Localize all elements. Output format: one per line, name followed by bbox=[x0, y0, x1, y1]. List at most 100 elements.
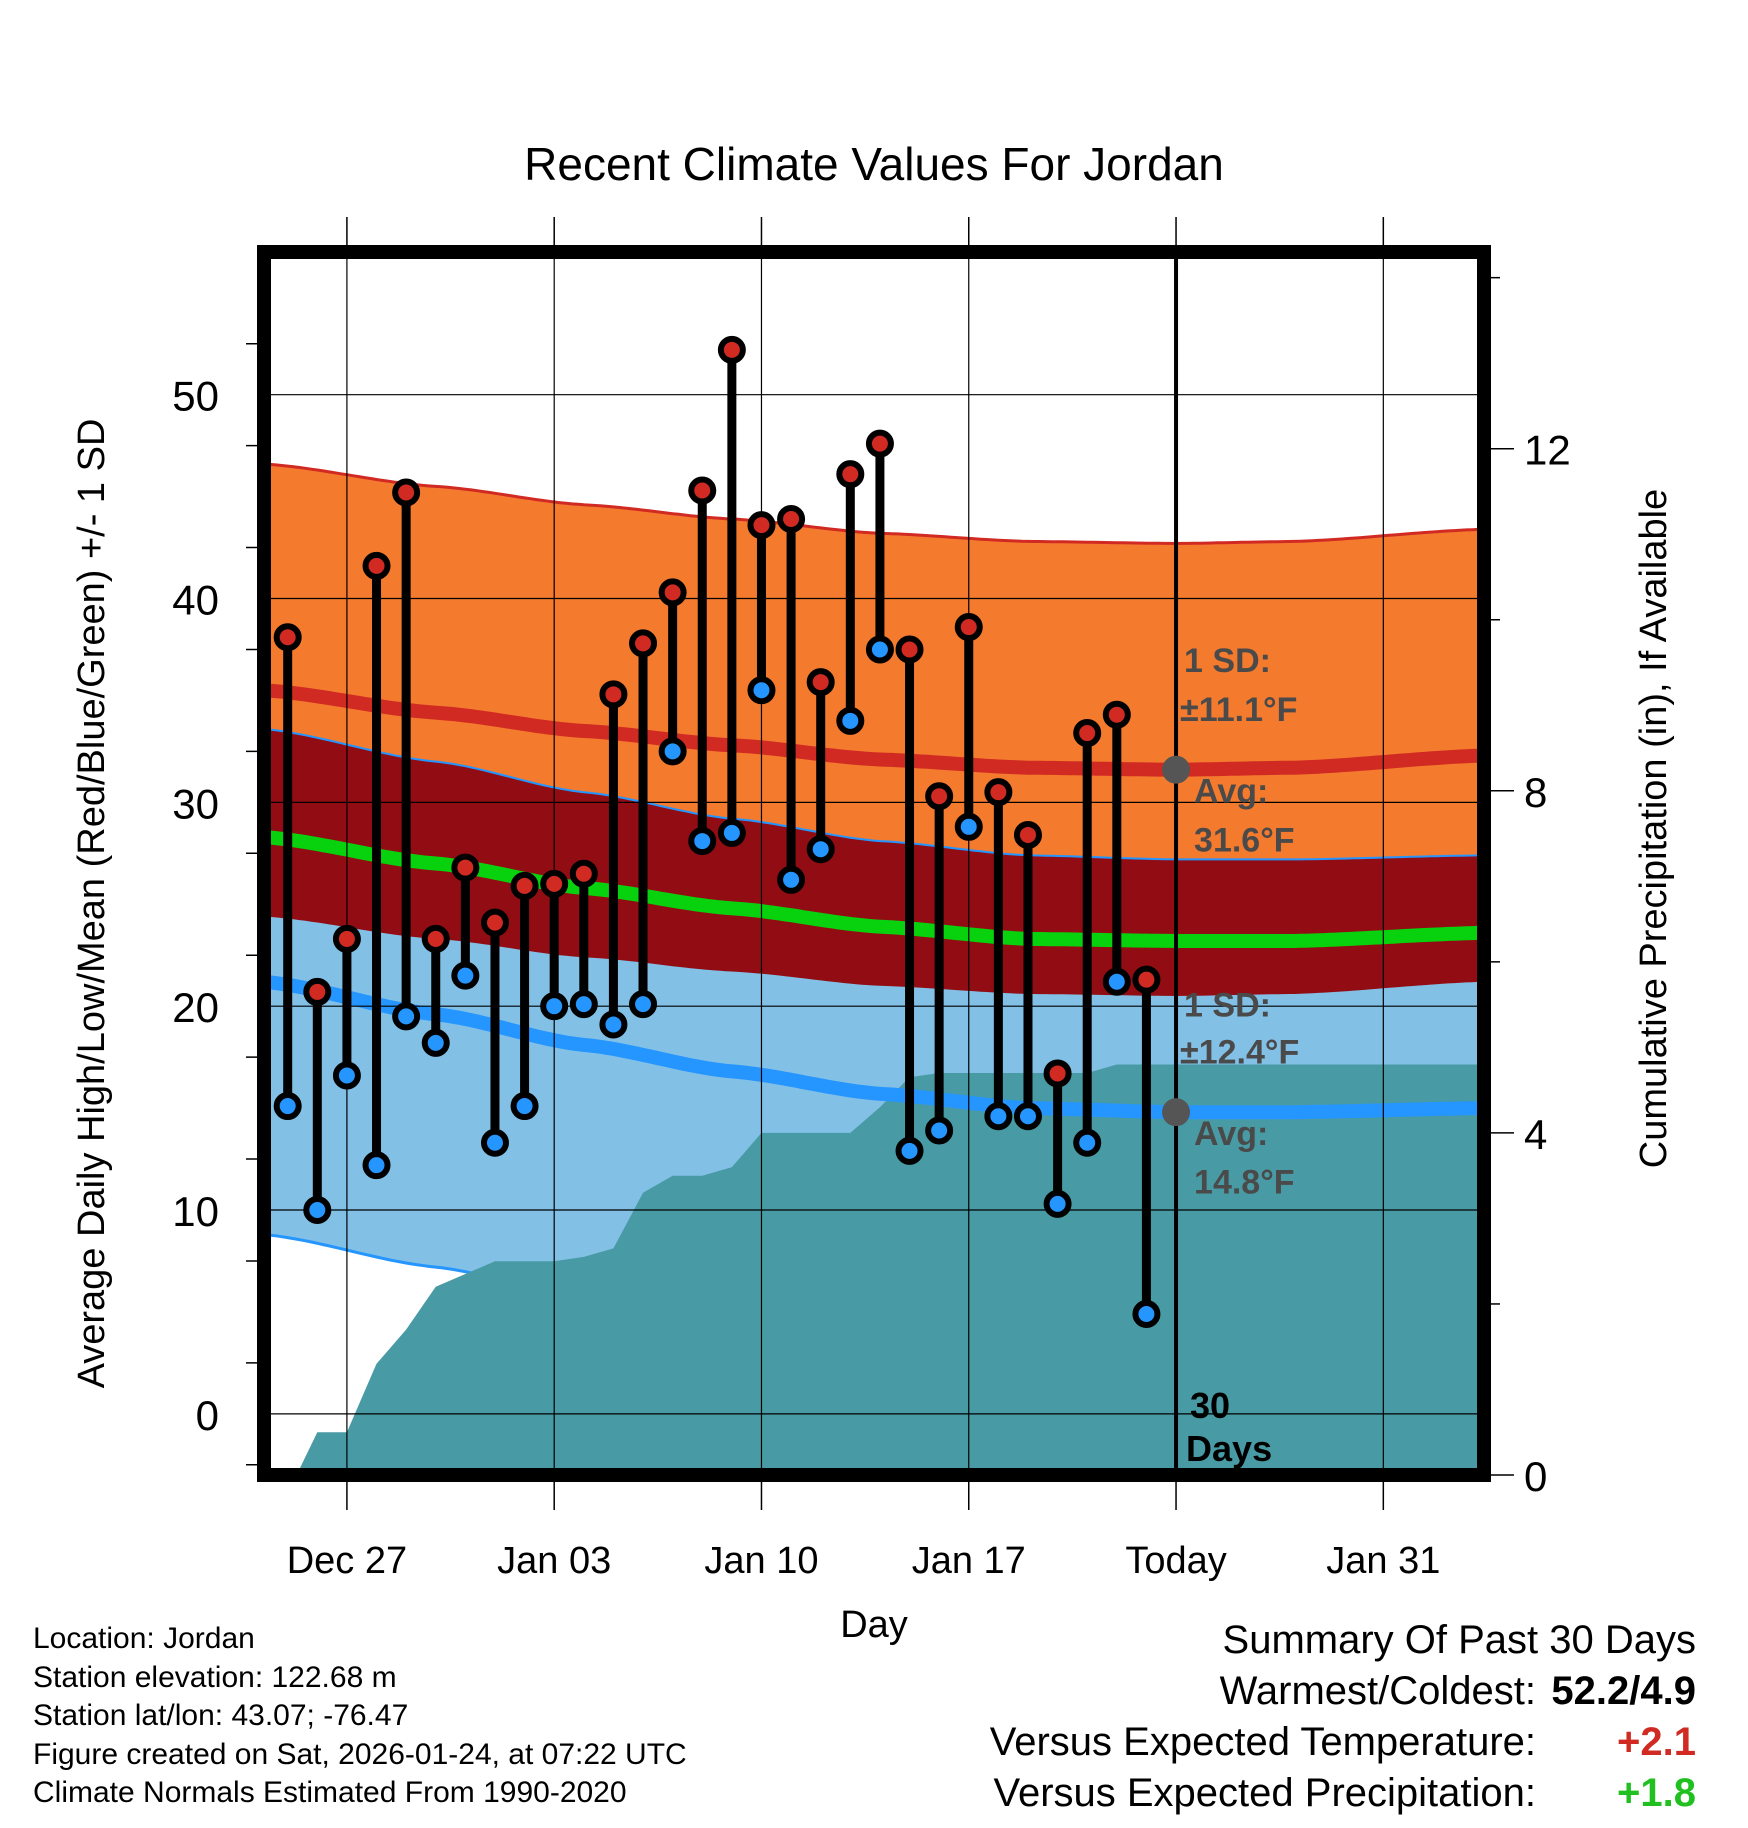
plot-frame bbox=[257, 245, 1491, 1482]
observed-low-point bbox=[1043, 1189, 1072, 1218]
observed-low-point bbox=[1013, 1102, 1042, 1131]
plot-content bbox=[264, 252, 1484, 1475]
plot-area: 1 SD: ±11.1°F Avg: 31.6°F 1 SD: ±12.4°F Avg: 14… bbox=[264, 252, 1484, 1475]
observed-high-point bbox=[1102, 700, 1131, 729]
summary-title: Summary Of Past 30 Days bbox=[1222, 1618, 1696, 1662]
y2-axis-label: Cumulative Precipitation (in), If Availa… bbox=[1633, 489, 1675, 1168]
latlon-text: Station lat/lon: 43.07; -76.47 bbox=[33, 1699, 409, 1732]
high-sd-label: 1 SD: bbox=[1184, 642, 1271, 680]
observed-low-point bbox=[925, 1116, 954, 1145]
observed-low-point bbox=[451, 961, 480, 990]
observed-low-point bbox=[806, 835, 835, 864]
observed-low-point bbox=[480, 1128, 509, 1157]
y-tick-label: 50 bbox=[172, 373, 219, 420]
observed-high-point bbox=[895, 635, 924, 664]
y-tick-label: 20 bbox=[172, 984, 219, 1031]
observed-high-point bbox=[777, 505, 806, 534]
observed-low-point bbox=[717, 818, 746, 847]
observed-high-point bbox=[392, 478, 421, 507]
today-days-label-2: Days bbox=[1186, 1428, 1272, 1469]
y-tick-label: 40 bbox=[172, 577, 219, 624]
y-axis-label: Average Daily High/Low/Mean (Red/Blue/Gr… bbox=[71, 419, 113, 1389]
y-tick-label: 10 bbox=[172, 1188, 219, 1235]
observed-low-point bbox=[747, 676, 776, 705]
observed-high-point bbox=[925, 782, 954, 811]
observed-low-point bbox=[777, 865, 806, 894]
high-sd-upper-edge bbox=[264, 462, 1484, 546]
high-sd-value: ±11.1°F bbox=[1180, 691, 1297, 729]
y-tick-label: 30 bbox=[172, 780, 219, 827]
observed-high-point bbox=[569, 859, 598, 888]
x-axis-label: Day bbox=[840, 1604, 908, 1646]
x-tick-label: Jan 10 bbox=[704, 1540, 818, 1582]
chart-title: Recent Climate Values For Jordan bbox=[524, 138, 1224, 190]
low-sd-label: 1 SD: bbox=[1184, 986, 1271, 1024]
observed-low-point bbox=[865, 635, 894, 664]
low-avg-value: 14.8°F bbox=[1194, 1164, 1295, 1202]
observed-high-point bbox=[629, 629, 658, 658]
observed-high-point bbox=[273, 623, 302, 652]
observed-high-point bbox=[836, 460, 865, 489]
y2-tick-label: 12 bbox=[1524, 427, 1571, 474]
normal-high-line bbox=[264, 683, 1484, 777]
observed-low-point bbox=[510, 1092, 539, 1121]
warm-cold-value: 52.2/4.9 bbox=[1551, 1669, 1696, 1713]
observed-high-point bbox=[332, 924, 361, 953]
observed-high-point bbox=[806, 668, 835, 697]
observed-low-point bbox=[362, 1151, 391, 1180]
low-avg-label: Avg: bbox=[1194, 1115, 1268, 1153]
warm-cold-label: Warmest/Coldest: bbox=[1219, 1669, 1536, 1713]
observed-low-point bbox=[954, 812, 983, 841]
station-info: Location: Jordan Station elevation: 122.… bbox=[33, 1620, 687, 1813]
precip-value: +1.8 bbox=[1617, 1771, 1696, 1815]
summary-panel: Summary Of Past 30 Days Warmest/Coldest:… bbox=[990, 1615, 1696, 1819]
y2-tick-label: 4 bbox=[1524, 1111, 1547, 1158]
summary-temp: Versus Expected Temperature: +2.1 bbox=[990, 1717, 1696, 1768]
observed-low-point bbox=[392, 1002, 421, 1031]
x-tick-label: Dec 27 bbox=[287, 1540, 407, 1582]
y2-tick-label: 8 bbox=[1524, 769, 1547, 816]
high-avg-value: 31.6°F bbox=[1194, 821, 1295, 859]
observed-low-point bbox=[984, 1102, 1013, 1131]
observed-high-point bbox=[865, 429, 894, 458]
observed-high-point bbox=[1073, 719, 1102, 748]
observed-high-point bbox=[1043, 1059, 1072, 1088]
observed-high-point bbox=[362, 551, 391, 580]
observed-low-point bbox=[599, 1010, 628, 1039]
observed-low-point bbox=[273, 1092, 302, 1121]
normal-low-line bbox=[264, 974, 1484, 1120]
observed-high-point bbox=[540, 869, 569, 898]
created-text: Figure created on Sat, 2026-01-24, at 07… bbox=[33, 1737, 687, 1771]
observed-high-point bbox=[421, 924, 450, 953]
low-sd-value: ±12.4°F bbox=[1180, 1033, 1299, 1071]
observed-high-point bbox=[717, 335, 746, 364]
high-avg-marker bbox=[1162, 755, 1191, 784]
observed-low-point bbox=[569, 990, 598, 1019]
x-tick-label: Jan 31 bbox=[1326, 1540, 1440, 1582]
y2-tick-label: 0 bbox=[1524, 1453, 1547, 1500]
x-tick-label: Today bbox=[1125, 1540, 1226, 1582]
temp-value: +2.1 bbox=[1617, 1720, 1696, 1764]
observed-high-point bbox=[599, 680, 628, 709]
precip-area bbox=[296, 1064, 1484, 1475]
observed-low-point bbox=[629, 990, 658, 1019]
observed-low-point bbox=[1132, 1299, 1161, 1328]
observed-high-point bbox=[510, 871, 539, 900]
observed-low-point bbox=[421, 1028, 450, 1057]
observed-high-point bbox=[1013, 820, 1042, 849]
observed-high-point bbox=[747, 511, 776, 540]
observed-high-point bbox=[303, 977, 332, 1006]
x-tick-label: Jan 03 bbox=[497, 1540, 611, 1582]
location-text: Location: Jordan bbox=[33, 1622, 255, 1655]
observed-low-point bbox=[1073, 1128, 1102, 1157]
observed-high-point bbox=[1132, 965, 1161, 994]
observed-high-point bbox=[451, 853, 480, 882]
low-avg-marker bbox=[1162, 1098, 1191, 1127]
low-sd-upper-edge bbox=[264, 728, 1484, 861]
observed-low-point bbox=[658, 737, 687, 766]
observed-low-point bbox=[895, 1136, 924, 1165]
observed-high-point bbox=[658, 578, 687, 607]
x-tick-label: Jan 17 bbox=[912, 1540, 1026, 1582]
observed-low-point bbox=[1102, 967, 1131, 996]
